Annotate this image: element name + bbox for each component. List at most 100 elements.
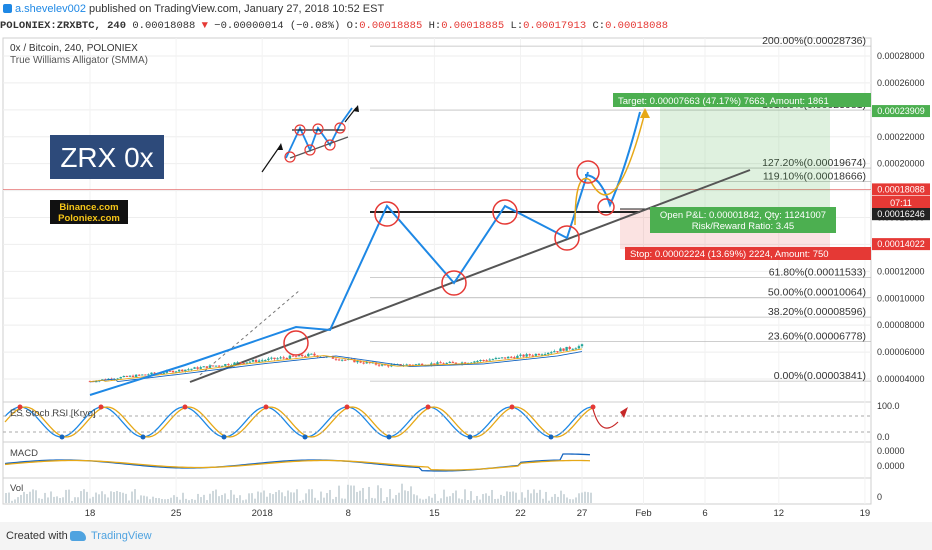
volume-bar [65,489,67,503]
volume-bar [47,497,49,503]
volume-bar [587,492,589,503]
volume-bar [260,492,262,503]
candle [522,354,525,357]
candle [460,362,464,365]
volume-bar [482,494,484,503]
candle [162,372,165,374]
volume-bar [107,497,109,503]
candle [190,368,193,370]
volume-bar [353,485,355,503]
chart-svg[interactable]: 200.00%(0.00028736)161.80%(0.00023981)12… [0,0,932,522]
volume-bar [59,498,61,503]
candle [214,365,218,367]
candle [448,361,451,363]
x-tick-label: 2018 [252,508,273,519]
candle [559,348,562,352]
candle [331,356,335,359]
publish-header: a.shevelev002 published on TradingView.c… [0,0,932,18]
candle [553,351,556,353]
volume-bar [131,491,133,503]
volume-bar [332,499,334,503]
candle [451,361,455,363]
x-tick-label: 18 [85,508,96,519]
user-icon [3,4,12,13]
forecast-path [584,111,641,208]
volume-bar [92,496,94,503]
down-arrow-icon: ▼ [201,20,208,32]
candle [184,369,187,372]
candle [473,361,476,363]
stoch-trough-dot [59,434,65,440]
time-badge [872,196,930,208]
candle [528,354,531,356]
volume-bar [203,494,205,503]
volume-bar [230,490,232,503]
ohlc-header: POLONIEX:ZRXBTC, 240 0.00018088 ▼ −0.000… [0,18,932,34]
candle [254,360,258,362]
candle [377,364,381,366]
candle [519,354,522,356]
volume-bar [176,496,178,503]
volume-bar [575,497,577,503]
candle [359,360,362,363]
volume-bar [503,496,505,503]
candle [562,348,565,351]
last-price: 0.00018088 [132,20,196,32]
stoch-forecast [591,404,619,429]
volume-bar [317,500,319,503]
volume-bar [209,493,211,503]
volume-bar [476,495,478,503]
pivot-circle [576,160,600,184]
candle [568,346,571,349]
candle [125,375,129,377]
stoch-tick-low: 0.0 [877,432,890,442]
vol-label: Vol [10,483,23,494]
candle [147,374,150,376]
volume-bar [116,490,118,503]
volume-bar [101,491,103,503]
volume-bar [269,493,271,503]
volume-bar [110,491,112,503]
candle [513,357,516,359]
volume-bar [428,496,430,503]
pl-badge [650,207,836,233]
candle [362,362,365,364]
candle [221,365,224,367]
candle [144,374,147,376]
close-label: C: [592,20,606,32]
stoch-peak-dot [425,404,431,410]
user-link[interactable]: a.shevelev002 [15,3,86,15]
volume-bar [347,484,349,503]
candle [420,363,424,366]
volume-bar [443,489,445,503]
volume-bar [83,489,85,503]
candle [193,367,196,369]
high-value: 0.00018885 [441,20,505,32]
volume-bar [437,500,439,503]
fib-label: 0.00%(0.00003841) [774,370,866,382]
low-value: 0.00017913 [523,20,587,32]
candle [224,364,227,366]
volume-bar [164,499,166,503]
fib-label: 200.00%(0.00028736) [762,35,866,47]
candle [131,375,135,377]
candle [417,363,421,365]
volume-bar [590,492,592,503]
symbol-label: POLONIEX:ZRXBTC, 240 [0,20,127,32]
volume-bar [374,498,376,503]
stop-text: Stop: 0.00002224 (13.69%) 2224, Amount: … [630,249,829,260]
y-tick-label: 0.00004000 [877,374,925,384]
volume-bar [308,489,310,503]
volume-bar [311,489,313,503]
volume-bar [95,492,97,503]
candle [439,362,442,364]
y-tick-label: 0.00010000 [877,293,925,303]
candle [497,357,501,359]
stoch-trough-dot [386,434,392,440]
y-tick-label: 0.00020000 [877,159,925,169]
tradingview-link[interactable]: TradingView [91,530,152,542]
volume-bar [377,485,379,503]
candle [202,366,205,368]
candle [294,356,298,358]
macd-tick-low: 0.0000 [877,461,905,471]
